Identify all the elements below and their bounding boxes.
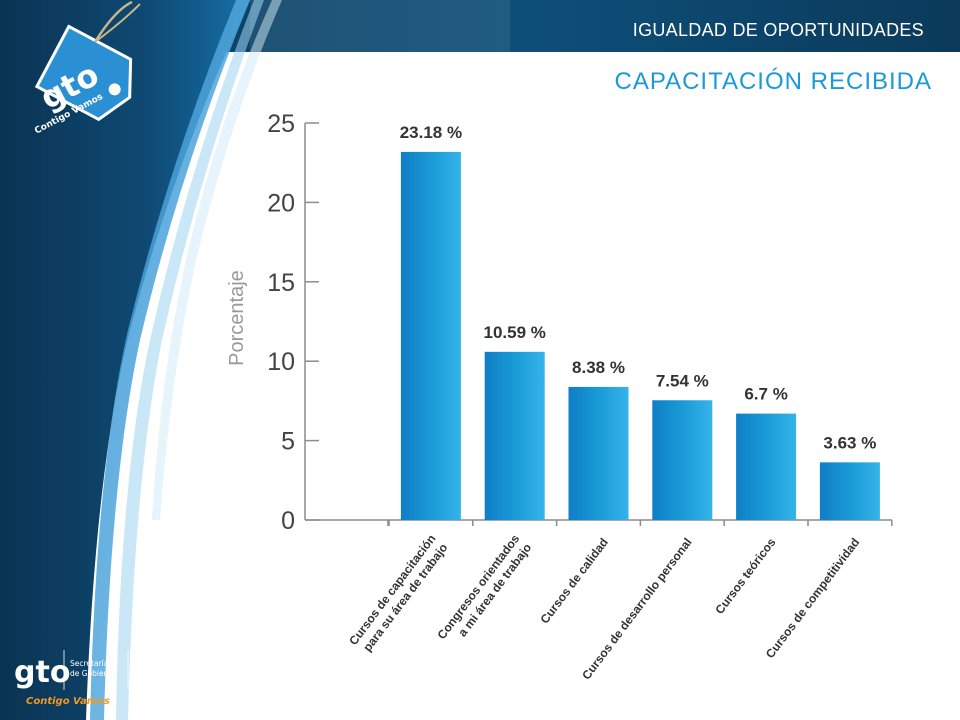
y-tick-label: 15	[267, 269, 295, 297]
gto-tag-logo: gto Contigo Vamos	[33, 0, 141, 137]
y-tick-label: 10	[267, 348, 295, 376]
footer-gto-logo: gto	[14, 655, 70, 690]
header-title: IGUALDAD DE OPORTUNIDADES	[632, 20, 924, 40]
category-label-line: para su área de trabajo	[360, 541, 450, 654]
y-tick-label: 25	[267, 110, 295, 138]
data-label: 6.7 %	[744, 385, 787, 404]
bar	[568, 386, 629, 520]
footer-secretaria-line2: de Gobierno	[70, 669, 116, 678]
y-axis-label: Porcentaje	[226, 270, 248, 366]
data-label: 8.38 %	[572, 358, 625, 377]
category-label: Cursos de competitividad	[763, 535, 862, 661]
category-label: Cursos de calidad	[538, 535, 611, 626]
data-label: 23.18 %	[400, 123, 462, 142]
category-label-line: Cursos teóricos	[712, 535, 778, 617]
data-label: 10.59 %	[484, 323, 546, 342]
y-tick-label: 0	[281, 507, 295, 535]
category-label: Cursos teóricos	[712, 535, 778, 617]
footer-secretaria-line1: Secretaría	[70, 659, 108, 668]
category-label-line: Cursos de calidad	[538, 535, 611, 626]
data-label: 7.54 %	[656, 371, 709, 390]
y-tick-label: 5	[281, 428, 295, 456]
footer-imug-logo: IMUG	[134, 665, 173, 680]
category-label-line: Cursos de capacitación	[346, 532, 438, 648]
bar	[736, 413, 797, 520]
category-label-line: Cursos de competitividad	[763, 535, 862, 661]
bar	[484, 351, 545, 520]
slide-title: CAPACITACIÓN RECIBIDA	[614, 68, 932, 95]
category-label: Cursos de capacitaciónpara su área de tr…	[346, 532, 450, 657]
bar	[819, 462, 880, 520]
chart-bars	[400, 151, 880, 520]
data-label: 3.63 %	[823, 433, 876, 452]
bar	[652, 400, 713, 520]
y-tick-label: 20	[267, 189, 295, 217]
bar	[400, 151, 461, 520]
footer-slogan: Contigo Vamos	[26, 696, 110, 707]
footer-logos: gto Secretaría de Gobierno IMUG Contigo …	[14, 650, 173, 707]
